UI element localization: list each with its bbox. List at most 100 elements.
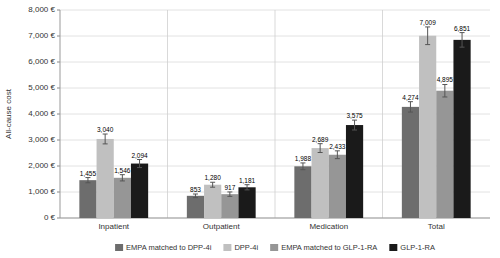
y-tick-label: 1,000 € bbox=[28, 187, 55, 196]
error-cap bbox=[335, 150, 340, 151]
value-label: 1,280 bbox=[205, 174, 222, 181]
error-cap bbox=[103, 143, 108, 144]
error-line bbox=[105, 134, 106, 144]
legend-label: EMPA matched to DPP-4i bbox=[126, 243, 212, 252]
error-cap bbox=[227, 191, 232, 192]
value-label: 917 bbox=[224, 184, 235, 191]
value-label: 853 bbox=[190, 186, 201, 193]
error-cap bbox=[460, 32, 465, 33]
bar bbox=[402, 107, 419, 218]
error-bar bbox=[425, 27, 430, 45]
value-labels: 1,4558531,9884,2743,0401,2802,6897,0091,… bbox=[80, 19, 471, 193]
error-cap bbox=[352, 120, 357, 121]
error-bar bbox=[210, 182, 215, 187]
error-cap bbox=[85, 182, 90, 183]
error-bar bbox=[193, 194, 198, 198]
x-tick-label: Medication bbox=[309, 222, 348, 231]
legend-item: EMPA matched to GLP-1-RA bbox=[270, 243, 377, 252]
bar bbox=[131, 164, 148, 218]
bar bbox=[187, 196, 204, 218]
error-line bbox=[87, 178, 88, 183]
bar bbox=[453, 40, 470, 218]
error-line bbox=[427, 27, 428, 45]
legend-swatch bbox=[223, 244, 231, 251]
y-axis-label: All-cause cost bbox=[4, 88, 13, 139]
value-label: 7,009 bbox=[420, 19, 437, 26]
group-separator bbox=[167, 10, 168, 218]
error-cap bbox=[442, 84, 447, 85]
legend-item: DPP-4i bbox=[223, 243, 258, 252]
error-bar bbox=[227, 192, 232, 196]
error-cap bbox=[300, 169, 305, 170]
error-line bbox=[212, 182, 213, 187]
error-cap bbox=[193, 194, 198, 195]
bars bbox=[79, 27, 470, 218]
bar bbox=[79, 180, 96, 218]
error-cap bbox=[210, 182, 215, 183]
y-tick-label: 7,000 € bbox=[28, 31, 55, 40]
legend-label: EMPA matched to GLP-1-RA bbox=[281, 243, 377, 252]
bar bbox=[221, 194, 238, 218]
error-line bbox=[462, 33, 463, 48]
value-label: 1,455 bbox=[80, 170, 97, 177]
value-label: 4,274 bbox=[402, 94, 419, 101]
error-line bbox=[320, 144, 321, 153]
error-cap bbox=[335, 158, 340, 159]
error-cap bbox=[227, 196, 232, 197]
x-tick-label: Total bbox=[428, 222, 445, 231]
value-label: 3,040 bbox=[97, 126, 114, 133]
error-line bbox=[139, 160, 140, 168]
legend-label: DPP-4i bbox=[234, 243, 258, 252]
error-cap bbox=[85, 177, 90, 178]
error-cap bbox=[120, 174, 125, 175]
bar bbox=[204, 185, 221, 218]
error-bar bbox=[352, 120, 357, 130]
error-line bbox=[122, 175, 123, 181]
bar bbox=[97, 139, 114, 218]
error-cap bbox=[103, 134, 108, 135]
error-line bbox=[444, 84, 445, 96]
error-cap bbox=[408, 101, 413, 102]
y-tick-label: 6,000 € bbox=[28, 57, 55, 66]
y-axis-line bbox=[60, 10, 61, 218]
error-cap bbox=[425, 44, 430, 45]
y-tick-label: 2,000 € bbox=[28, 161, 55, 170]
error-cap bbox=[210, 187, 215, 188]
error-line bbox=[337, 151, 338, 159]
x-tick-label: Inpatient bbox=[98, 222, 129, 231]
error-line bbox=[410, 102, 411, 112]
legend: EMPA matched to DPP-4i DPP-4i EMPA matched… bbox=[115, 243, 435, 252]
error-bar bbox=[300, 163, 305, 170]
error-bar bbox=[442, 84, 447, 96]
error-line bbox=[195, 194, 196, 198]
legend-item: GLP-1-RA bbox=[389, 243, 435, 252]
legend-swatch bbox=[270, 244, 278, 251]
value-label: 6,851 bbox=[454, 25, 471, 32]
bar bbox=[294, 166, 311, 218]
error-line bbox=[302, 163, 303, 170]
error-cap bbox=[300, 162, 305, 163]
value-label: 1,546 bbox=[114, 167, 131, 174]
bar bbox=[238, 187, 255, 218]
error-bar bbox=[408, 102, 413, 112]
group-separator bbox=[275, 10, 276, 218]
value-label: 1,181 bbox=[239, 177, 256, 184]
bar bbox=[346, 125, 363, 218]
value-label: 3,575 bbox=[346, 112, 363, 119]
error-bar bbox=[318, 144, 323, 153]
error-cap bbox=[318, 152, 323, 153]
legend-label: GLP-1-RA bbox=[400, 243, 435, 252]
y-tick-label: 3,000 € bbox=[28, 135, 55, 144]
error-bar bbox=[335, 151, 340, 159]
error-cap bbox=[245, 184, 250, 185]
error-bar bbox=[137, 160, 142, 168]
error-bar bbox=[85, 178, 90, 183]
error-cap bbox=[137, 167, 142, 168]
error-line bbox=[229, 192, 230, 196]
legend-item: EMPA matched to DPP-4i bbox=[115, 243, 212, 252]
y-tick-label: 8,000 € bbox=[28, 5, 55, 14]
error-bar bbox=[460, 33, 465, 48]
bar bbox=[329, 155, 346, 218]
value-label: 4,895 bbox=[437, 76, 454, 83]
error-cap bbox=[425, 26, 430, 27]
